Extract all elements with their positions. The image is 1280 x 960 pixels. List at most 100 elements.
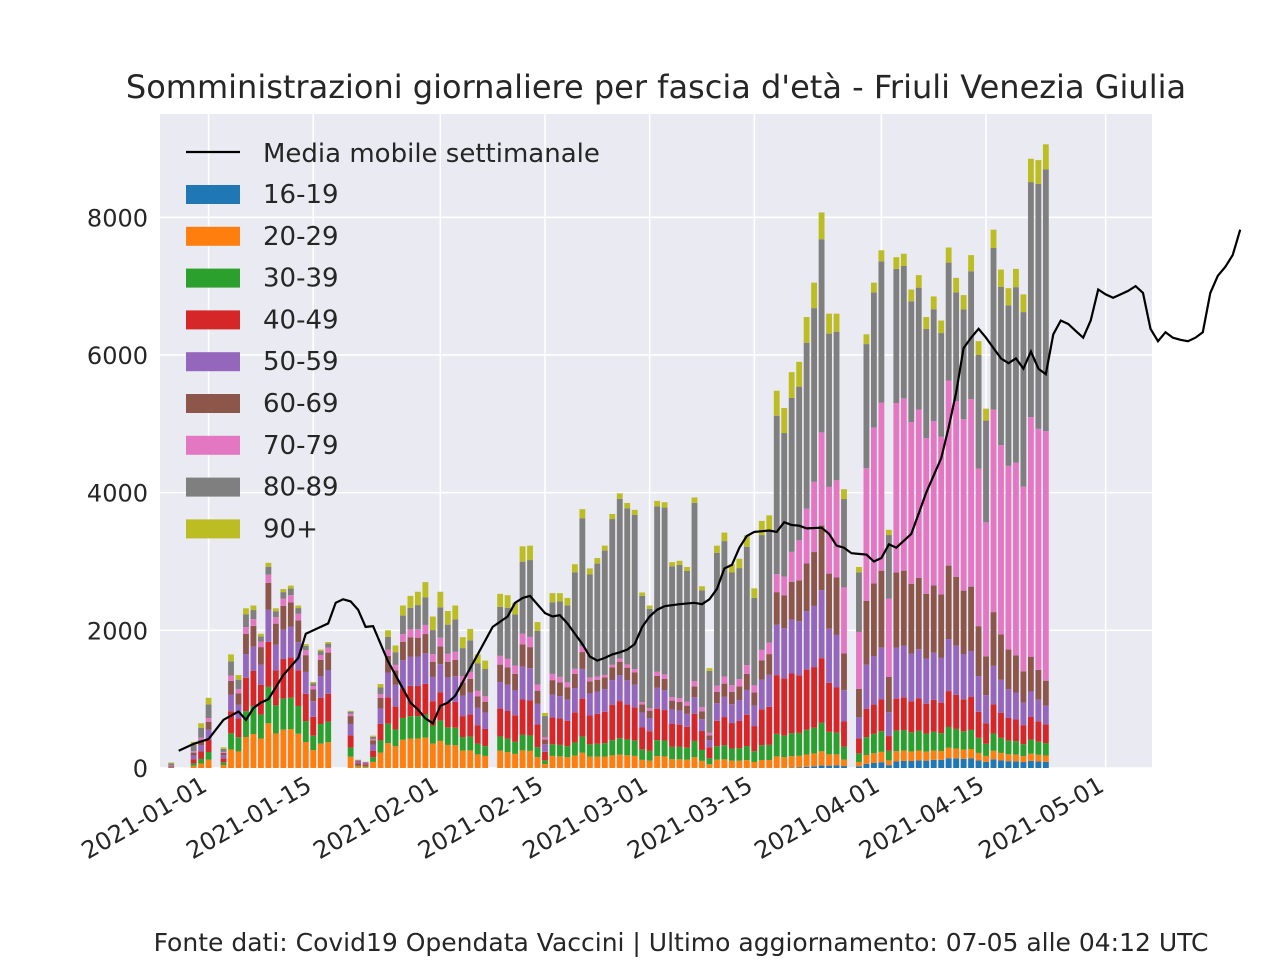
bar-segment-50-59 bbox=[243, 654, 249, 678]
bar-segment-40-49 bbox=[347, 735, 354, 748]
bar-segment-80-89 bbox=[654, 506, 661, 672]
bar-segment-16-19 bbox=[863, 763, 870, 768]
bar-segment-80-89 bbox=[549, 602, 556, 674]
bar-segment-90+ bbox=[728, 564, 735, 573]
bar-segment-80-89 bbox=[377, 687, 384, 695]
bar-segment-50-59 bbox=[930, 652, 937, 700]
bar-segment-70-79 bbox=[594, 676, 601, 680]
bar-segment-30-39 bbox=[721, 745, 728, 760]
legend-label-70-79: 70-79 bbox=[263, 431, 339, 461]
bar-segment-50-59 bbox=[310, 701, 317, 717]
bar-segment-60-69 bbox=[235, 693, 242, 705]
bar-segment-50-59 bbox=[519, 666, 526, 700]
bar-segment-50-59 bbox=[355, 761, 362, 764]
bar-segment-20-29 bbox=[811, 753, 818, 767]
bar-segment-60-69 bbox=[1020, 671, 1027, 703]
bar-segment-80-89 bbox=[564, 605, 571, 683]
bar-segment-60-69 bbox=[542, 739, 548, 745]
bar-segment-80-89 bbox=[878, 261, 885, 403]
bar-segment-40-49 bbox=[534, 724, 541, 748]
bar-segment-50-59 bbox=[788, 619, 795, 674]
bar-segment-20-29 bbox=[900, 750, 907, 761]
bar-segment-90+ bbox=[908, 289, 915, 302]
bar-segment-90+ bbox=[975, 341, 982, 355]
bar-segment-30-39 bbox=[885, 750, 892, 761]
bar-segment-40-49 bbox=[392, 706, 399, 730]
legend-swatch-40-49 bbox=[186, 310, 240, 330]
bar-segment-70-79 bbox=[893, 403, 900, 573]
bar-segment-20-29 bbox=[355, 766, 362, 768]
bar-segment-80-89 bbox=[452, 619, 459, 652]
bar-segment-50-59 bbox=[938, 657, 945, 703]
bar-segment-50-59 bbox=[736, 700, 743, 721]
bar-segment-80-89 bbox=[414, 605, 421, 630]
bar-segment-40-49 bbox=[370, 750, 376, 758]
bar-segment-60-69 bbox=[699, 711, 705, 720]
bar-segment-80-89 bbox=[751, 597, 758, 686]
bar-segment-70-79 bbox=[743, 665, 750, 674]
bar-segment-40-49 bbox=[706, 747, 713, 759]
bar-segment-30-39 bbox=[601, 743, 608, 757]
bar-segment-80-89 bbox=[833, 331, 840, 481]
bar-segment-40-49 bbox=[1005, 718, 1012, 741]
bar-segment-70-79 bbox=[414, 629, 421, 638]
bar-segment-50-59 bbox=[758, 679, 765, 710]
bar-segment-90+ bbox=[661, 502, 668, 508]
bar-segment-50-59 bbox=[400, 660, 406, 689]
bar-segment-60-69 bbox=[437, 646, 444, 665]
bar-segment-90+ bbox=[826, 313, 832, 334]
bar-segment-50-59 bbox=[265, 609, 272, 642]
bar-segment-70-79 bbox=[519, 633, 526, 645]
bar-segment-70-79 bbox=[228, 675, 234, 681]
bar-segment-20-29 bbox=[758, 759, 765, 768]
bar-segment-16-19 bbox=[998, 760, 1004, 768]
bar-segment-80-89 bbox=[497, 606, 504, 656]
bar-segment-40-49 bbox=[639, 727, 646, 750]
bar-segment-40-49 bbox=[878, 699, 885, 732]
bar-segment-70-79 bbox=[542, 737, 548, 740]
bar-segment-60-69 bbox=[781, 595, 788, 629]
bar-segment-90+ bbox=[616, 493, 623, 499]
bar-segment-80-89 bbox=[706, 670, 713, 733]
bar-segment-30-39 bbox=[863, 737, 870, 755]
bar-segment-80-89 bbox=[459, 648, 466, 677]
bar-segment-20-29 bbox=[945, 747, 952, 759]
bar-segment-60-69 bbox=[721, 683, 728, 697]
bar-segment-90+ bbox=[474, 654, 481, 664]
bar-segment-40-49 bbox=[654, 708, 661, 741]
bar-segment-40-49 bbox=[467, 714, 474, 737]
bar-segment-30-39 bbox=[646, 750, 653, 761]
bar-segment-70-79 bbox=[691, 681, 698, 687]
bar-segment-40-49 bbox=[818, 658, 825, 723]
bar-segment-20-29 bbox=[220, 764, 227, 768]
bar-segment-70-79 bbox=[631, 669, 638, 673]
bar-segment-60-69 bbox=[900, 570, 907, 646]
bar-segment-80-89 bbox=[841, 499, 847, 588]
bar-segment-30-39 bbox=[616, 738, 623, 755]
bar-segment-30-39 bbox=[893, 730, 900, 752]
bar-segment-80-89 bbox=[893, 268, 900, 404]
bar-segment-20-29 bbox=[691, 757, 698, 768]
bar-segment-40-49 bbox=[870, 704, 877, 734]
bar-segment-40-49 bbox=[601, 711, 608, 744]
bar-segment-60-69 bbox=[1005, 649, 1012, 690]
bar-segment-60-69 bbox=[459, 682, 466, 696]
bar-segment-20-29 bbox=[728, 760, 735, 768]
bar-segment-50-59 bbox=[624, 680, 631, 705]
bar-segment-50-59 bbox=[714, 703, 720, 721]
bar-segment-40-49 bbox=[661, 710, 668, 741]
bar-segment-60-69 bbox=[766, 654, 773, 675]
bar-segment-90+ bbox=[669, 562, 675, 567]
bar-segment-40-49 bbox=[728, 723, 735, 749]
bar-segment-50-59 bbox=[1005, 689, 1012, 719]
bar-segment-70-79 bbox=[474, 690, 481, 697]
bar-segment-60-69 bbox=[915, 577, 922, 650]
bar-segment-70-79 bbox=[878, 402, 885, 571]
bar-segment-20-29 bbox=[923, 751, 930, 761]
bar-segment-30-39 bbox=[915, 730, 922, 751]
bar-segment-60-69 bbox=[833, 577, 840, 635]
bar-segment-50-59 bbox=[826, 628, 832, 683]
bar-segment-80-89 bbox=[385, 636, 391, 650]
bar-segment-70-79 bbox=[1013, 462, 1019, 656]
